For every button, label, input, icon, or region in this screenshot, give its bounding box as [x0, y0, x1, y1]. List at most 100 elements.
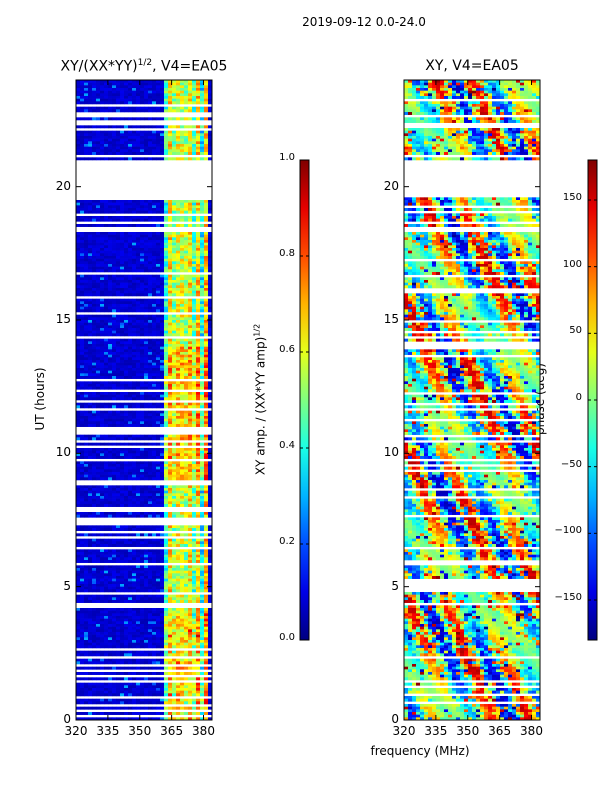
heatmap-cell	[188, 234, 193, 238]
heatmap-cell	[104, 242, 109, 246]
heatmap-cell	[116, 301, 121, 305]
heatmap-cell	[164, 552, 169, 555]
heatmap-cell	[152, 504, 157, 507]
heatmap-cell	[88, 98, 93, 102]
heatmap-cell	[80, 538, 85, 542]
heatmap-cell	[76, 413, 81, 417]
heatmap-cell	[104, 392, 109, 395]
heatmap-cell	[204, 282, 209, 286]
heatmap-cell	[104, 117, 109, 121]
heatmap-cell	[112, 477, 117, 481]
heatmap-cell	[88, 405, 93, 409]
heatmap-cell	[96, 301, 101, 305]
heatmap-cell	[88, 488, 93, 491]
heatmap-cell	[96, 240, 101, 243]
heatmap-cell	[152, 288, 157, 291]
heatmap-cell	[112, 144, 117, 147]
heatmap-cell	[104, 488, 109, 491]
heatmap-cell	[144, 360, 149, 363]
heatmap-cell	[172, 485, 177, 489]
heatmap-cell	[160, 88, 165, 91]
heatmap-cell	[148, 309, 153, 313]
heatmap-cell	[188, 117, 193, 121]
heatmap-cell	[164, 282, 169, 286]
heatmap-cell	[104, 610, 109, 614]
heatmap-cell	[124, 202, 129, 206]
heatmap-cell	[88, 152, 93, 155]
heatmap-cell	[88, 485, 93, 489]
heatmap-cell	[148, 448, 153, 451]
heatmap-cell	[208, 325, 212, 329]
heatmap-cell	[120, 338, 125, 342]
heatmap-cell	[104, 448, 109, 451]
heatmap-cell	[132, 200, 137, 203]
heatmap-cell	[84, 437, 89, 441]
heatmap-cell	[128, 456, 133, 459]
heatmap-cell	[128, 258, 133, 262]
heatmap-cell	[152, 541, 157, 545]
heatmap-cell	[80, 565, 85, 569]
heatmap-cell	[184, 306, 189, 310]
heatmap-cell	[168, 560, 173, 563]
heatmap-cell	[116, 472, 121, 475]
heatmap-cell	[152, 280, 157, 283]
heatmap-cell	[128, 216, 133, 219]
heatmap-cell	[108, 386, 113, 390]
heatmap-cell	[156, 570, 161, 574]
heatmap-cell	[204, 421, 209, 425]
heatmap-cell	[168, 410, 173, 414]
heatmap-cell	[200, 352, 205, 355]
heatmap-cell	[76, 376, 81, 379]
heatmap-cell	[192, 472, 197, 475]
heatmap-cell	[176, 362, 181, 366]
heatmap-cell	[76, 341, 81, 345]
heatmap-cell	[204, 365, 209, 369]
heatmap-cell	[140, 133, 145, 137]
heatmap-cell	[196, 266, 201, 270]
heatmap-cell	[160, 472, 165, 475]
heatmap-cell	[100, 552, 105, 555]
heatmap-cell	[180, 341, 185, 345]
heatmap-cell	[136, 453, 141, 457]
heatmap-cell	[132, 514, 137, 518]
heatmap-cell	[140, 88, 145, 91]
heatmap-cell	[148, 288, 153, 291]
heatmap-cell	[168, 528, 173, 531]
heatmap-cell	[120, 200, 125, 203]
heatmap-cell	[76, 232, 81, 235]
heatmap-cell	[124, 600, 129, 603]
heatmap-cell	[160, 205, 165, 209]
heatmap-cell	[116, 376, 121, 379]
heatmap-cell	[192, 314, 197, 318]
heatmap-cell	[84, 472, 89, 475]
heatmap-cell	[96, 125, 101, 129]
heatmap-cell	[148, 525, 153, 529]
heatmap-cell	[176, 402, 181, 406]
heatmap-cell	[192, 306, 197, 310]
heatmap-cell	[188, 533, 193, 537]
heatmap-cell	[172, 554, 177, 558]
heatmap-cell	[152, 501, 157, 505]
heatmap-cell	[112, 341, 117, 345]
heatmap-cell	[176, 309, 181, 313]
heatmap-cell	[140, 274, 145, 278]
heatmap-cell	[172, 448, 177, 451]
heatmap-cell	[168, 157, 173, 161]
heatmap-cell	[172, 386, 177, 390]
heatmap-cell	[88, 600, 93, 603]
heatmap-cell	[184, 93, 189, 97]
heatmap-cell	[124, 293, 129, 297]
heatmap-cell	[208, 144, 212, 147]
heatmap-cell	[148, 280, 153, 283]
heatmap-cell	[128, 405, 133, 409]
heatmap-cell	[112, 466, 117, 470]
heatmap-cell	[184, 538, 189, 542]
heatmap-cell	[204, 437, 209, 441]
heatmap-cell	[76, 352, 81, 355]
heatmap-cell	[172, 368, 177, 371]
heatmap-cell	[208, 552, 212, 555]
heatmap-cell	[136, 610, 141, 614]
heatmap-cell	[92, 557, 97, 561]
heatmap-cell	[108, 202, 113, 206]
heatmap-cell	[128, 600, 133, 603]
